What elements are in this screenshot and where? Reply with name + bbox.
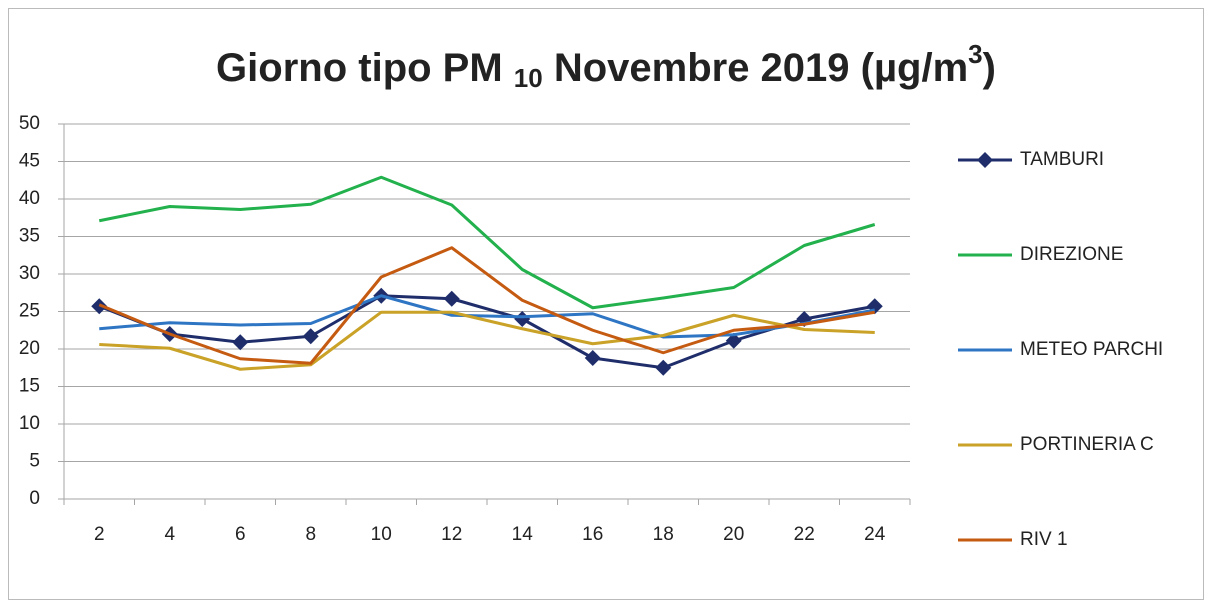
x-tick-label: 20: [723, 524, 744, 545]
x-tick-label: 18: [653, 524, 674, 545]
series-line: [99, 294, 876, 339]
y-tick-label: 25: [19, 301, 40, 322]
data-point: [725, 332, 742, 349]
x-tick-label: 22: [794, 524, 815, 545]
x-tick-label: 4: [164, 524, 175, 545]
chart-border: [8, 8, 1204, 600]
y-tick-label: 0: [29, 488, 40, 509]
legend-label: PORTINERIA C: [1020, 434, 1154, 455]
title-superscript: 3: [968, 39, 982, 69]
y-tick-label: 40: [19, 188, 40, 209]
x-tick-label: 12: [441, 524, 462, 545]
x-tick-label: 6: [235, 524, 246, 545]
x-tick-label: 14: [512, 524, 534, 545]
legend-marker: [977, 152, 993, 168]
legend-label: METEO PARCHI: [1020, 339, 1163, 360]
title-part: Giorno tipo PM: [216, 46, 514, 90]
y-tick-label: 50: [19, 113, 40, 134]
series-line: [98, 175, 876, 310]
title-part: ): [983, 46, 996, 90]
y-tick-label: 35: [19, 226, 40, 247]
title-subscript: 10: [514, 63, 543, 93]
y-tick-label: 15: [19, 376, 40, 397]
y-tick-label: 20: [19, 338, 40, 359]
legend-label: DIREZIONE: [1020, 244, 1123, 265]
y-tick-label: 5: [29, 451, 40, 472]
legend-label: RIV 1: [1020, 529, 1068, 550]
data-point: [514, 311, 531, 327]
x-tick-label: 16: [582, 524, 603, 545]
legend-label: TAMBURI: [1020, 149, 1104, 170]
data-point: [443, 290, 460, 307]
y-tick-label: 45: [19, 151, 40, 172]
data-point: [655, 359, 672, 376]
x-tick-label: 2: [94, 524, 105, 545]
y-tick-label: 30: [19, 263, 40, 284]
series-line: [98, 294, 876, 370]
chart-title: Giorno tipo PM 10 Novembre 2019 (µg/m3): [216, 39, 996, 93]
x-tick-label: 10: [371, 524, 392, 545]
series-line: [99, 310, 875, 371]
data-point: [232, 334, 249, 351]
data-point: [584, 350, 601, 366]
series-line: [98, 246, 876, 365]
x-tick-label: 24: [864, 524, 886, 545]
x-tick-label: 8: [305, 524, 316, 545]
title-part: Novembre 2019 (µg/m: [543, 46, 968, 90]
data-point: [302, 328, 319, 345]
y-tick-label: 10: [19, 413, 40, 434]
